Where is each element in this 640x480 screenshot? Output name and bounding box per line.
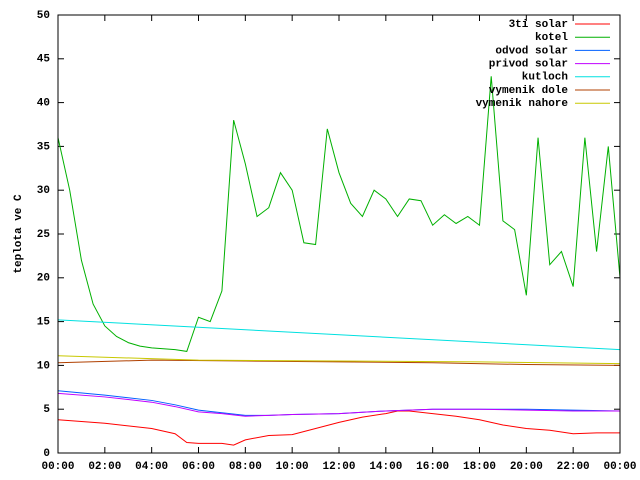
legend-label: odvod solar: [495, 45, 568, 57]
x-tick-label: 00:00: [603, 461, 636, 473]
data-line: [57, 359, 621, 366]
data-line: [57, 76, 621, 352]
x-tick-label: 14:00: [369, 461, 402, 473]
y-tick-label: 25: [37, 229, 51, 241]
y-tick-label: 40: [37, 98, 50, 110]
x-tick-label: 00:00: [41, 461, 74, 473]
y-tick-label: 0: [43, 448, 50, 460]
x-tick-label: 08:00: [229, 461, 262, 473]
legend-label: kutloch: [522, 72, 568, 84]
x-tick-label: 12:00: [322, 461, 355, 473]
x-tick-label: 02:00: [88, 461, 121, 473]
y-tick-label: 50: [37, 10, 50, 22]
legend-label: privod solar: [489, 59, 568, 71]
y-tick-label: 15: [37, 317, 51, 329]
y-tick-label: 35: [37, 141, 51, 153]
y-tick-label: 5: [43, 404, 50, 416]
data-line: [57, 410, 620, 446]
y-tick-label: 45: [37, 54, 51, 66]
x-tick-label: 20:00: [510, 461, 543, 473]
legend-label: 3ti solar: [509, 19, 568, 31]
x-tick-label: 06:00: [182, 461, 215, 473]
legend-label: vymenik dole: [489, 85, 569, 97]
y-tick-label: 30: [37, 185, 50, 197]
y-tick-label: 20: [37, 273, 50, 285]
data-line: [57, 319, 621, 351]
x-tick-label: 04:00: [135, 461, 168, 473]
y-tick-label: 10: [37, 360, 50, 372]
x-tick-label: 22:00: [557, 461, 590, 473]
plot-border: [57, 14, 621, 454]
legend-label: kotel: [535, 32, 568, 44]
x-tick-label: 16:00: [416, 461, 449, 473]
y-axis-label: teplota ve C: [13, 194, 25, 274]
data-line: [57, 392, 620, 417]
x-tick-label: 10:00: [276, 461, 309, 473]
legend-label: vymenik nahore: [476, 98, 569, 110]
x-tick-label: 18:00: [463, 461, 496, 473]
data-line: [57, 355, 621, 365]
